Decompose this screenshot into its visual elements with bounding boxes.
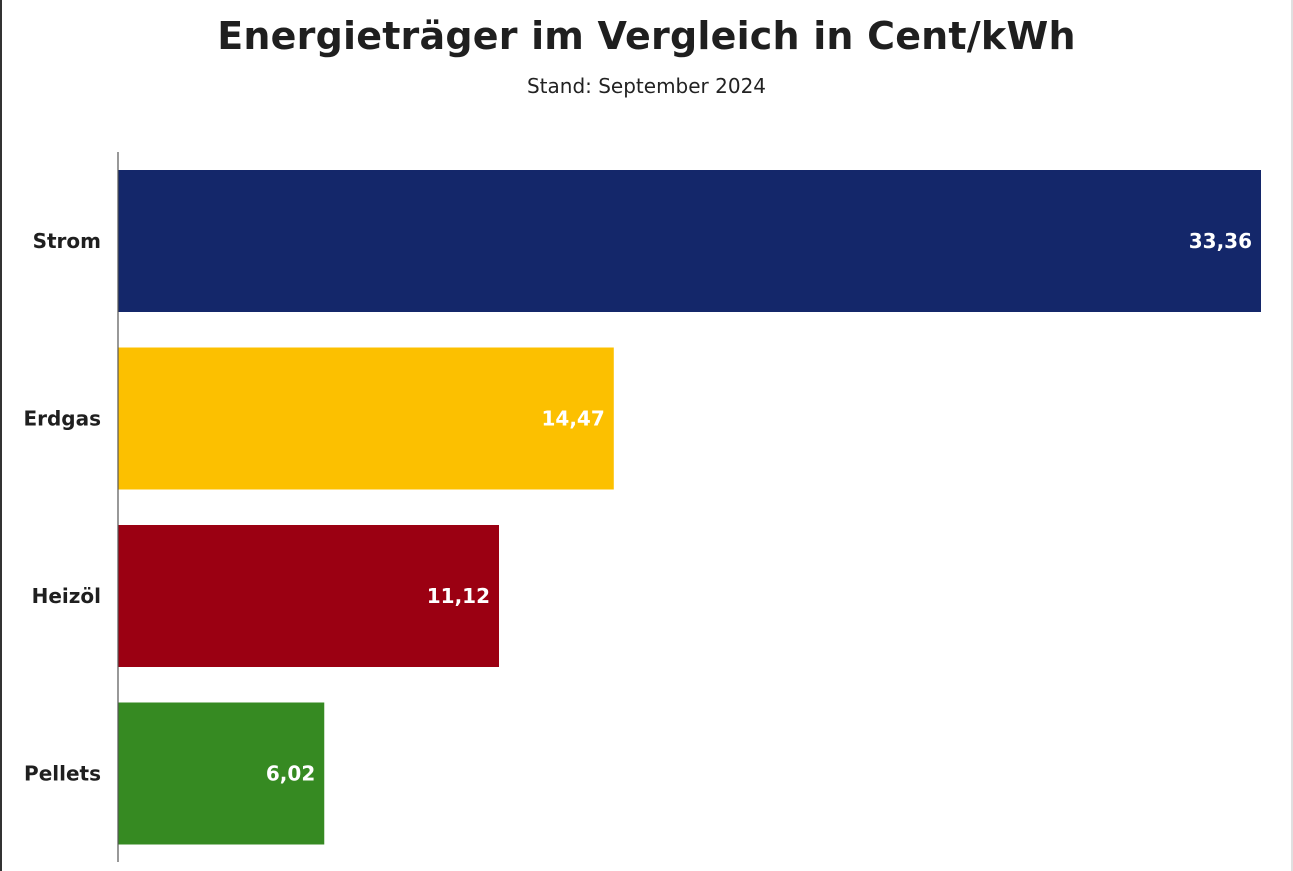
category-label-pellets: Pellets [24,762,101,786]
value-label-erdgas: 14,47 [542,407,605,431]
frame-right-border [1291,0,1293,871]
bar-pellets [118,702,325,845]
category-label-erdgas: Erdgas [23,407,101,431]
chart-title: Energieträger im Vergleich in Cent/kWh [217,14,1076,58]
value-label-heizöl: 11,12 [427,584,490,608]
chart-subtitle: Stand: September 2024 [526,74,767,98]
category-label-heizöl: Heizöl [32,584,101,608]
bar-erdgas [118,347,614,490]
bar-heizöl [118,525,499,667]
value-label-strom: 33,36 [1189,229,1252,253]
bar-strom [118,170,1261,312]
frame-left-border [0,0,2,871]
category-label-strom: Strom [33,229,101,253]
value-label-pellets: 6,02 [266,762,315,786]
